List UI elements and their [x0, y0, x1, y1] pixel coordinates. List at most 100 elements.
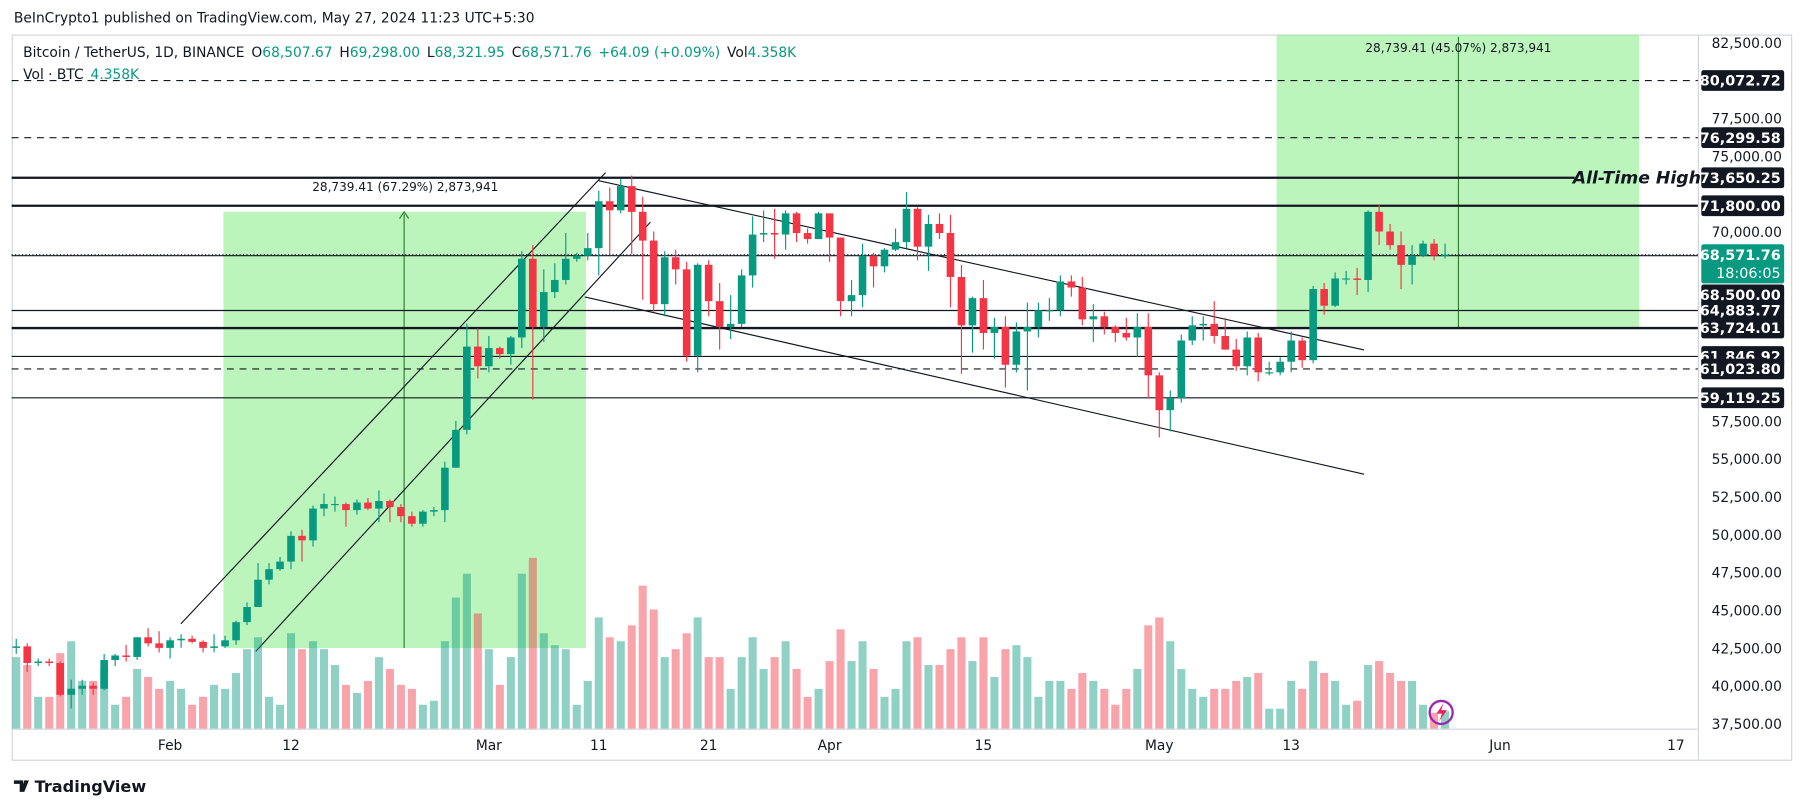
volume-bar — [133, 669, 142, 729]
candle-body — [1155, 375, 1164, 411]
candle-body — [243, 607, 251, 623]
volume-bar — [891, 688, 900, 729]
candle-body — [364, 502, 372, 509]
volume-bar — [957, 637, 966, 729]
volume-bar — [572, 704, 581, 729]
volume-bar — [1144, 625, 1153, 729]
volume-bar — [1397, 680, 1406, 729]
volume-bar — [484, 649, 493, 729]
candle-body — [1122, 332, 1131, 338]
volume-bar — [924, 665, 933, 729]
candle-body — [847, 295, 856, 302]
y-tick-label: 57,500.00 — [1712, 414, 1782, 430]
volume-bar — [836, 629, 845, 729]
candle-body — [100, 659, 108, 689]
candle-body — [583, 248, 592, 256]
volume-bar — [979, 637, 988, 729]
candle-body — [1045, 310, 1054, 312]
candles-layer — [12, 175, 1449, 709]
candle-body — [298, 535, 306, 541]
volume-bar — [1353, 700, 1362, 729]
measure-arrow-head — [399, 210, 410, 220]
candle-body — [748, 234, 757, 276]
volume-bar — [232, 672, 241, 729]
legend-value: 68,507.67 — [262, 45, 332, 61]
volume-bar — [792, 669, 801, 729]
volume-bar — [704, 657, 713, 729]
x-tick-label: Apr — [818, 738, 842, 754]
level-label-box — [1701, 167, 1785, 189]
candle-body — [265, 569, 273, 580]
volume-bar — [1342, 704, 1351, 729]
candle-body — [1254, 337, 1263, 373]
candle-body — [836, 237, 845, 302]
candle-body — [781, 213, 790, 235]
candle-body — [913, 208, 922, 247]
volume-bar — [682, 633, 691, 729]
volume-bar — [275, 704, 285, 729]
candle-body — [1177, 340, 1186, 399]
volume-bar — [451, 597, 460, 729]
volume-bar — [1441, 711, 1450, 729]
candle-body — [1430, 243, 1438, 256]
candle-body — [177, 638, 185, 641]
volume-bar — [1166, 641, 1175, 729]
volume-bar — [341, 684, 350, 729]
level-label: 61,023.80 — [1700, 362, 1781, 378]
level-label-box — [1701, 358, 1785, 380]
candle-body — [671, 257, 680, 270]
candle-body — [463, 346, 471, 430]
candle-body — [693, 264, 702, 356]
volume-bar — [363, 680, 372, 729]
x-tick-label: Feb — [158, 738, 182, 754]
level-label-box — [1701, 127, 1785, 149]
volume-bar — [221, 688, 230, 729]
level-label: 59,119.25 — [1700, 391, 1781, 407]
volume-bar — [1188, 688, 1197, 729]
volume-bar — [803, 696, 812, 729]
legend-change: +64.09 (+0.09%) — [599, 45, 721, 61]
volume-bar — [1375, 661, 1384, 729]
y-tick-label: 75,000.00 — [1712, 149, 1782, 165]
candle-body — [155, 643, 163, 648]
candle-body — [627, 186, 636, 212]
candle-body — [814, 213, 823, 240]
legend-value: 4.358K — [748, 45, 797, 61]
level-label: 68,500.00 — [1700, 288, 1781, 304]
volume-bar — [89, 680, 98, 729]
legend-value: 68,321.95 — [435, 45, 505, 61]
volume-bar — [1265, 708, 1274, 729]
level-label-box — [1701, 284, 1785, 306]
candle-body — [309, 508, 317, 541]
bolt-icon — [1428, 699, 1454, 726]
x-tick-label: Mar — [476, 738, 502, 754]
volume-bar — [858, 641, 867, 729]
candle-body — [660, 257, 669, 305]
volume-bar — [210, 684, 219, 729]
volume-bar — [605, 637, 614, 729]
volume-legend: Vol · BTC 4.358K — [23, 67, 140, 83]
volume-bar — [1023, 657, 1032, 729]
candle-body — [968, 298, 977, 326]
y-tick-label: 52,500.00 — [1712, 490, 1782, 506]
measure-label: 28,739.41 (67.29%) 2,873,941 — [312, 180, 498, 194]
volume-bar — [781, 641, 790, 729]
level-label-box — [1701, 300, 1785, 321]
volume-bar — [1320, 672, 1329, 729]
candle-body — [452, 429, 460, 468]
candle-body — [1441, 254, 1449, 256]
volume-bar — [1001, 649, 1010, 729]
candle-body — [23, 646, 32, 664]
candle-body — [594, 201, 603, 249]
candle-body — [891, 242, 900, 250]
volume-bar — [45, 696, 54, 729]
symbol: Bitcoin / TetherUS, 1D, BINANCE — [23, 45, 244, 61]
volume-bar — [869, 669, 878, 729]
volume-bar — [1045, 680, 1054, 729]
candle-body — [485, 348, 493, 367]
volume-bar — [286, 633, 296, 729]
channel-line — [598, 180, 1365, 351]
volume-bar — [935, 665, 944, 729]
x-tick-label: 15 — [975, 738, 993, 754]
